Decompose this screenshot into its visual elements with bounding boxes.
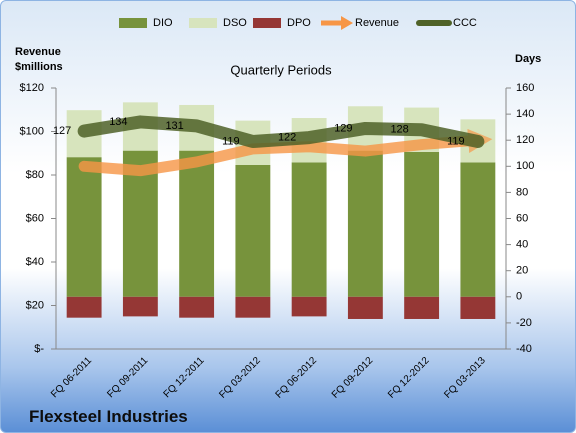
- bar: [404, 151, 440, 297]
- legend-label: CCC: [453, 17, 477, 29]
- data-label: 119: [222, 135, 240, 147]
- data-label: 131: [165, 120, 183, 132]
- y2-tick-label: 160: [516, 82, 534, 94]
- y2-tick-label: 120: [516, 134, 534, 146]
- x-tick-label: FQ 06-2011: [49, 355, 94, 400]
- bar: [66, 296, 102, 318]
- y-tick-label: $20: [26, 299, 44, 311]
- data-label: 127: [53, 125, 71, 137]
- bar: [66, 157, 102, 297]
- bar: [291, 296, 327, 317]
- bar: [235, 296, 271, 318]
- legend-label: DIO: [153, 17, 173, 29]
- bar: [122, 296, 158, 317]
- legend-item: CCC: [416, 17, 477, 29]
- legend-swatch: [119, 18, 147, 28]
- x-tick-label: FQ 12-2011: [162, 355, 207, 400]
- bar: [291, 162, 327, 297]
- legend-item: DPO: [253, 17, 311, 29]
- y2-tick-label: -20: [516, 317, 532, 329]
- legend-label: DPO: [287, 17, 311, 29]
- y2-axis-title: Days: [515, 53, 542, 65]
- y-tick-label: $60: [26, 212, 44, 224]
- data-label: 119: [447, 135, 465, 147]
- y2-tick-label: 40: [516, 239, 528, 251]
- bar: [235, 164, 271, 297]
- bar: [179, 150, 215, 297]
- y2-tick-label: 60: [516, 212, 528, 224]
- caption: Flexsteel Industries: [29, 407, 188, 426]
- y2-tick-label: 140: [516, 108, 534, 120]
- y2-tick-label: 80: [516, 186, 528, 198]
- bar: [347, 150, 383, 297]
- legend-label: Revenue: [355, 17, 399, 29]
- data-label: 134: [109, 116, 127, 128]
- y-tick-label: $40: [26, 256, 44, 268]
- legend-swatch: [253, 18, 281, 28]
- arrow-line: [78, 128, 493, 177]
- y2-tick-label: 20: [516, 265, 528, 277]
- y2-tick-label: 0: [516, 291, 522, 303]
- bar: [404, 296, 440, 319]
- chart-title: Quarterly Periods: [230, 62, 332, 77]
- y-axis-title: Revenue $millions: [15, 46, 63, 73]
- x-tick-label: FQ 06-2012: [274, 355, 320, 401]
- y2-tick-label: -40: [516, 343, 532, 355]
- bar: [460, 162, 496, 297]
- x-tick-label: FQ 03-2013: [442, 355, 488, 401]
- y2-tick-label: 100: [516, 160, 534, 172]
- legend-item: DIO: [119, 17, 173, 29]
- y-tick-label: $-: [34, 343, 44, 355]
- legend-item: DSO: [189, 17, 247, 29]
- legend-label: DSO: [223, 17, 247, 29]
- data-label: 122: [278, 131, 296, 143]
- y-tick-label: $120: [20, 82, 44, 94]
- x-tick-label: FQ 09-2012: [330, 355, 376, 401]
- y-tick-label: $80: [26, 169, 44, 181]
- legend-item: Revenue: [321, 16, 399, 30]
- bar: [179, 296, 215, 318]
- x-tick-label: FQ 09-2011: [105, 355, 150, 400]
- y-tick-label: $100: [20, 125, 44, 137]
- line: [77, 115, 485, 149]
- bar: [347, 296, 383, 319]
- x-tick-label: FQ 12-2012: [386, 355, 432, 401]
- bar: [460, 296, 496, 319]
- legend-swatch: [189, 18, 217, 28]
- data-label: 128: [390, 124, 408, 136]
- data-label: 129: [334, 122, 352, 134]
- x-tick-label: FQ 03-2012: [217, 355, 263, 401]
- legend-arrowhead: [341, 16, 353, 30]
